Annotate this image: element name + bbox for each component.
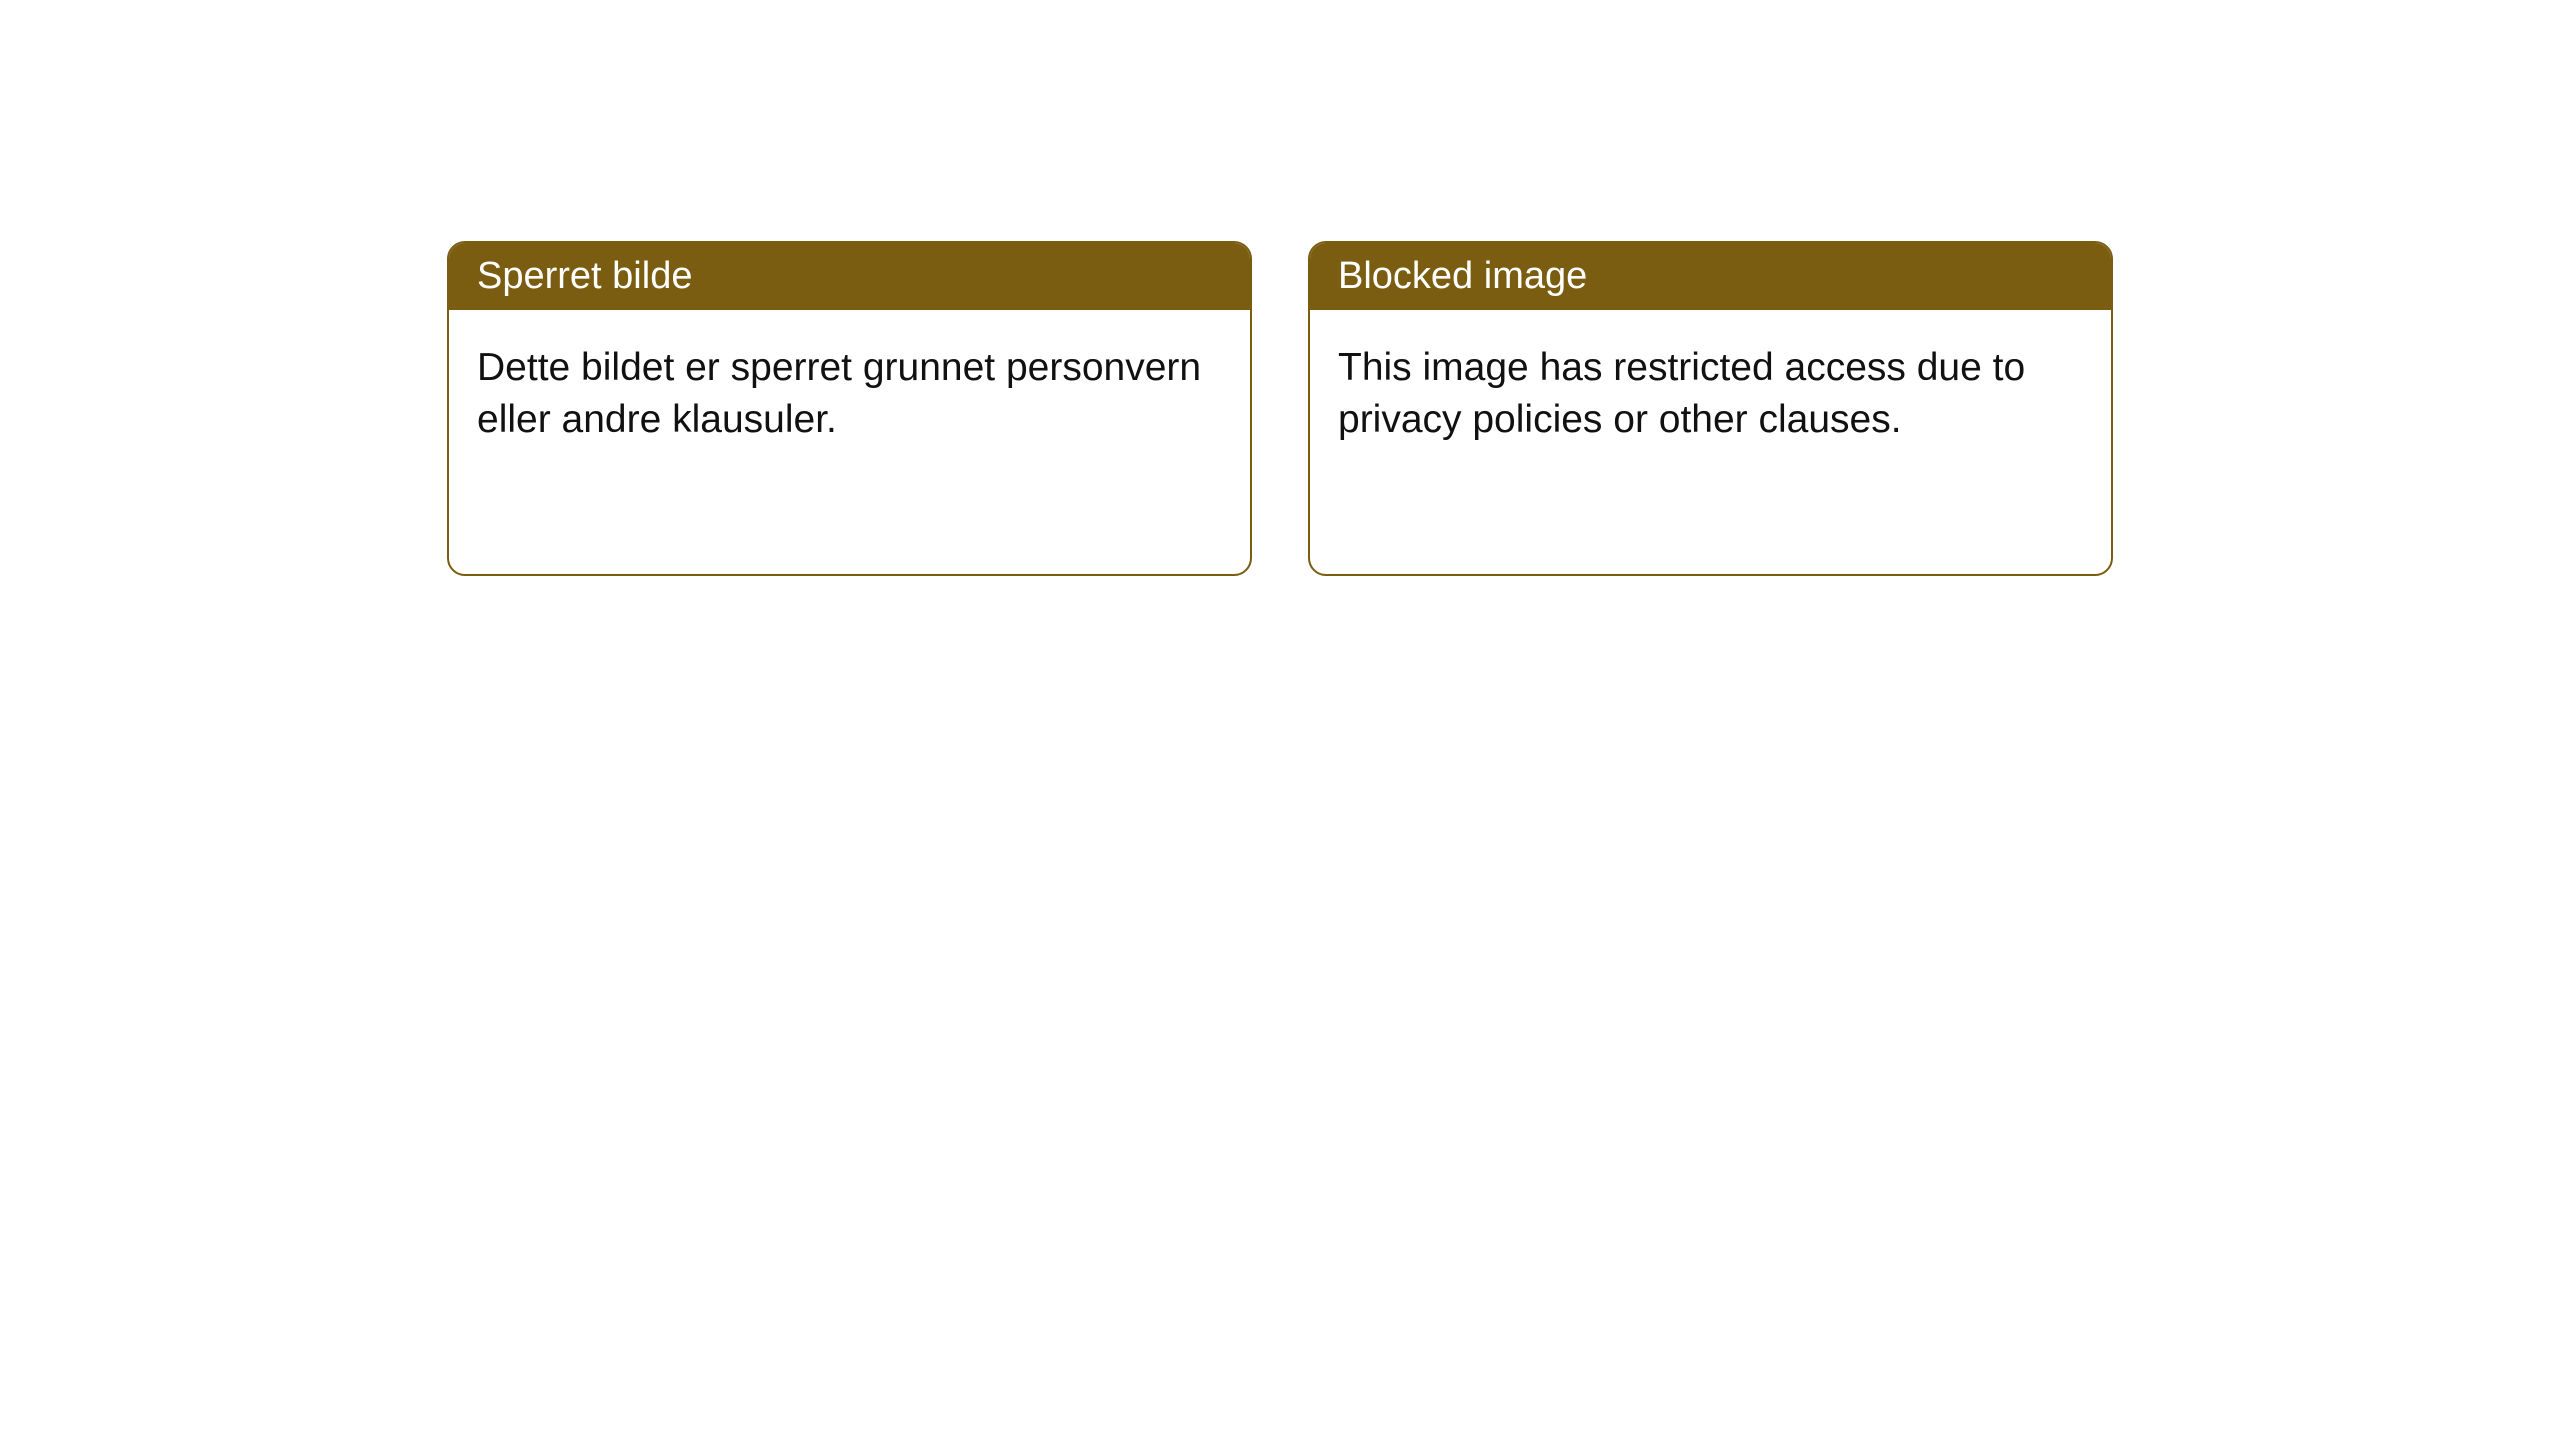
- notice-container: Sperret bilde Dette bildet er sperret gr…: [0, 0, 2560, 576]
- notice-body-norwegian: Dette bildet er sperret grunnet personve…: [449, 310, 1250, 479]
- notice-card-english: Blocked image This image has restricted …: [1308, 241, 2113, 576]
- notice-card-norwegian: Sperret bilde Dette bildet er sperret gr…: [447, 241, 1252, 576]
- notice-title-english: Blocked image: [1310, 243, 2111, 310]
- notice-title-norwegian: Sperret bilde: [449, 243, 1250, 310]
- notice-body-english: This image has restricted access due to …: [1310, 310, 2111, 479]
